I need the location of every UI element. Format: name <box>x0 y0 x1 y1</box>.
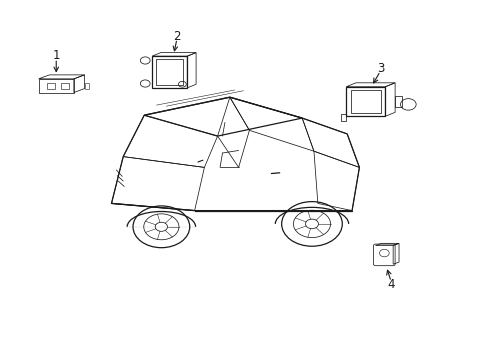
Text: 2: 2 <box>173 30 181 42</box>
Bar <box>350 90 380 113</box>
Bar <box>156 59 183 85</box>
Text: 3: 3 <box>376 62 384 75</box>
Bar <box>346 87 385 116</box>
Bar <box>39 79 74 93</box>
Bar <box>47 83 55 89</box>
Bar <box>152 56 187 88</box>
Text: 4: 4 <box>386 278 394 291</box>
Text: 1: 1 <box>52 49 60 62</box>
Bar <box>394 96 402 107</box>
Bar <box>84 83 89 89</box>
Bar <box>61 83 69 89</box>
